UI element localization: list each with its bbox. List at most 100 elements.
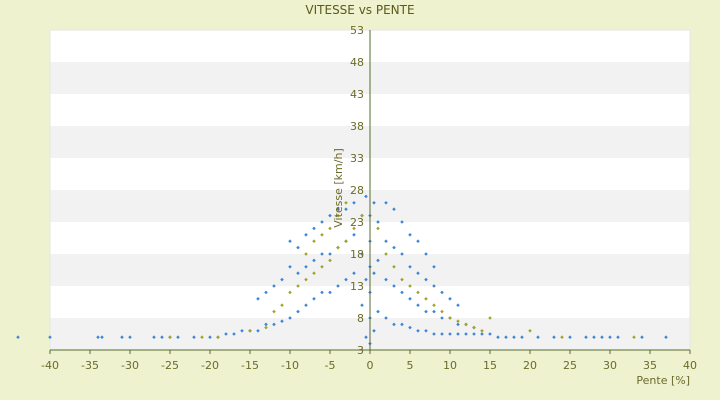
data-point	[400, 322, 404, 327]
data-point	[384, 201, 388, 205]
data-point	[520, 335, 524, 339]
data-point	[288, 265, 292, 269]
data-point	[328, 258, 332, 263]
data-point	[312, 258, 316, 263]
data-point	[480, 329, 484, 333]
data-point	[496, 335, 500, 339]
data-point	[280, 303, 284, 307]
data-point	[192, 335, 196, 339]
data-point	[320, 290, 324, 295]
axes	[49, 30, 691, 354]
data-point	[336, 213, 340, 218]
data-point	[372, 201, 376, 205]
data-point	[440, 332, 444, 336]
data-point	[632, 335, 636, 339]
data-point	[360, 213, 364, 218]
data-point	[320, 252, 324, 256]
data-point	[392, 245, 396, 250]
y-tick-label: 13	[350, 280, 364, 293]
data-point	[372, 329, 376, 333]
data-point	[152, 335, 156, 339]
x-tick-label: 20	[523, 359, 537, 372]
data-point	[512, 335, 516, 339]
x-tick-label: -30	[121, 359, 139, 372]
data-point	[304, 303, 308, 307]
data-point	[424, 277, 428, 282]
data-point	[448, 316, 452, 320]
data-point	[400, 252, 404, 256]
x-tick-label: -35	[81, 359, 99, 372]
data-point	[392, 265, 396, 269]
data-point	[200, 335, 204, 339]
data-point	[264, 290, 268, 295]
data-point	[600, 335, 604, 339]
data-point	[424, 252, 428, 256]
data-point	[384, 277, 388, 282]
x-tick-label: -10	[281, 359, 299, 372]
data-point	[376, 309, 380, 314]
x-tick-label: 25	[563, 359, 577, 372]
x-tick-label: 0	[367, 359, 374, 372]
data-point	[408, 265, 412, 269]
y-tick-label: 28	[350, 184, 364, 197]
y-tick-label: 3	[357, 344, 364, 357]
data-point	[352, 201, 356, 205]
data-point	[424, 329, 428, 333]
data-point	[296, 271, 300, 275]
data-point	[568, 335, 572, 339]
data-point	[376, 258, 380, 263]
data-point	[448, 297, 452, 301]
data-point	[592, 335, 596, 339]
data-point	[408, 297, 412, 301]
data-point	[432, 265, 436, 269]
data-point	[416, 290, 420, 295]
data-point	[416, 303, 420, 307]
data-point	[304, 252, 308, 256]
data-point	[272, 309, 276, 314]
data-point	[296, 309, 300, 314]
data-point	[456, 332, 460, 336]
data-point	[100, 335, 104, 339]
data-point	[456, 319, 460, 323]
data-point	[408, 325, 412, 330]
data-point	[464, 322, 468, 327]
data-point	[120, 335, 124, 339]
x-tick-label: -25	[161, 359, 179, 372]
data-point	[280, 277, 284, 282]
data-point	[372, 271, 376, 275]
data-point	[440, 316, 444, 320]
data-point	[488, 316, 492, 320]
data-point	[392, 284, 396, 288]
x-tick-label: -15	[241, 359, 259, 372]
x-tick-label: 5	[407, 359, 414, 372]
y-tick-label: 33	[350, 152, 364, 165]
y-tick-label: 38	[350, 120, 364, 133]
data-point	[312, 239, 316, 243]
data-point	[432, 303, 436, 307]
x-tick-label: 40	[683, 359, 697, 372]
data-point	[400, 220, 404, 224]
data-point	[256, 329, 260, 333]
data-point	[328, 252, 332, 256]
data-point	[296, 245, 300, 250]
data-point	[312, 271, 316, 275]
data-point	[584, 335, 588, 339]
data-point	[176, 335, 180, 339]
x-tick-label: 10	[443, 359, 457, 372]
chart-title: VITESSE vs PENTE	[305, 3, 414, 17]
x-tick-label: -20	[201, 359, 219, 372]
data-point	[344, 239, 348, 243]
x-tick-label: 30	[603, 359, 617, 372]
data-point	[616, 335, 620, 339]
data-point	[560, 335, 564, 339]
data-point	[392, 207, 396, 211]
data-point	[400, 277, 404, 282]
data-point	[364, 277, 368, 282]
data-point	[288, 316, 292, 320]
data-point	[208, 335, 212, 339]
data-point	[272, 322, 276, 327]
data-point	[128, 335, 132, 339]
data-point	[360, 252, 364, 256]
data-point	[528, 329, 532, 333]
data-point	[216, 335, 220, 339]
